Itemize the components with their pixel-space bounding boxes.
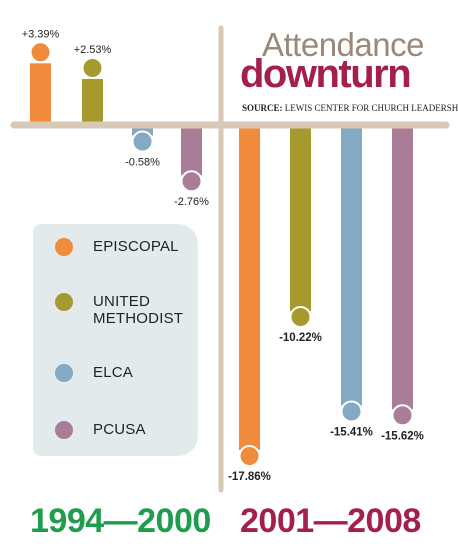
pcusa-2001-2008-bar (392, 125, 413, 410)
legend: EPISCOPAL UNITED METHODIST ELCA PCUSA (33, 224, 198, 456)
pcusa-swatch (55, 421, 73, 439)
legend-label: PCUSA (93, 421, 146, 438)
elca-1994-2000-value-label: -0.58% (125, 157, 160, 169)
legend-item-episcopal: EPISCOPAL (55, 238, 213, 256)
united-methodist-2001-2008-dot (289, 306, 312, 329)
elca-1994-2000-bar (132, 125, 153, 136)
united-methodist-1994-2000-value-label: +2.53% (74, 44, 112, 56)
elca-swatch (55, 364, 73, 382)
chart-title-line1: Attendance (262, 26, 424, 63)
episcopal-2001-2008-dot (238, 445, 261, 468)
legend-item-pcusa: PCUSA (55, 421, 213, 439)
pcusa-2001-2008-dot (391, 404, 414, 427)
chart-title-line2: downturn (240, 52, 412, 96)
episcopal-2001-2008-value-label: -17.86% (228, 471, 271, 483)
episcopal-1994-2000-bar (30, 63, 51, 125)
episcopal-1994-2000-dot (29, 41, 52, 64)
period-label-2001-2008: 2001—2008 (240, 502, 421, 540)
source-credit: SOURCE: LEWIS CENTER FOR CHURCH LEADERSH… (242, 103, 458, 113)
united-methodist-1994-2000-bar (82, 78, 103, 125)
legend-label: EPISCOPAL (93, 238, 179, 255)
elca-2001-2008-value-label: -15.41% (330, 426, 373, 438)
legend-item-united-methodist: UNITED METHODIST (55, 293, 213, 327)
legend-label: ELCA (93, 364, 133, 381)
period-label-1994-2000: 1994—2000 (30, 502, 211, 540)
source-text: LEWIS CENTER FOR CHURCH LEADERSHIP (284, 103, 458, 113)
elca-2001-2008-dot (340, 400, 363, 423)
united-methodist-1994-2000-dot (81, 56, 104, 79)
united-methodist-2001-2008-value-label: -10.22% (279, 332, 322, 344)
pcusa-2001-2008-value-label: -15.62% (381, 430, 424, 442)
episcopal-2001-2008-bar (239, 125, 260, 451)
united-methodist-2001-2008-bar (290, 125, 311, 312)
pcusa-1994-2000-dot (180, 170, 203, 193)
episcopal-swatch (55, 238, 73, 256)
elca-2001-2008-bar (341, 125, 362, 406)
pcusa-1994-2000-bar (181, 125, 202, 176)
united-methodist-swatch (55, 293, 73, 311)
episcopal-1994-2000-value-label: +3.39% (22, 28, 60, 40)
pcusa-1994-2000-value-label: -2.76% (174, 196, 209, 208)
source-prefix: SOURCE: (242, 103, 283, 113)
legend-item-elca: ELCA (55, 364, 213, 382)
elca-1994-2000-dot (131, 130, 154, 153)
legend-label: UNITED METHODIST (93, 293, 184, 327)
